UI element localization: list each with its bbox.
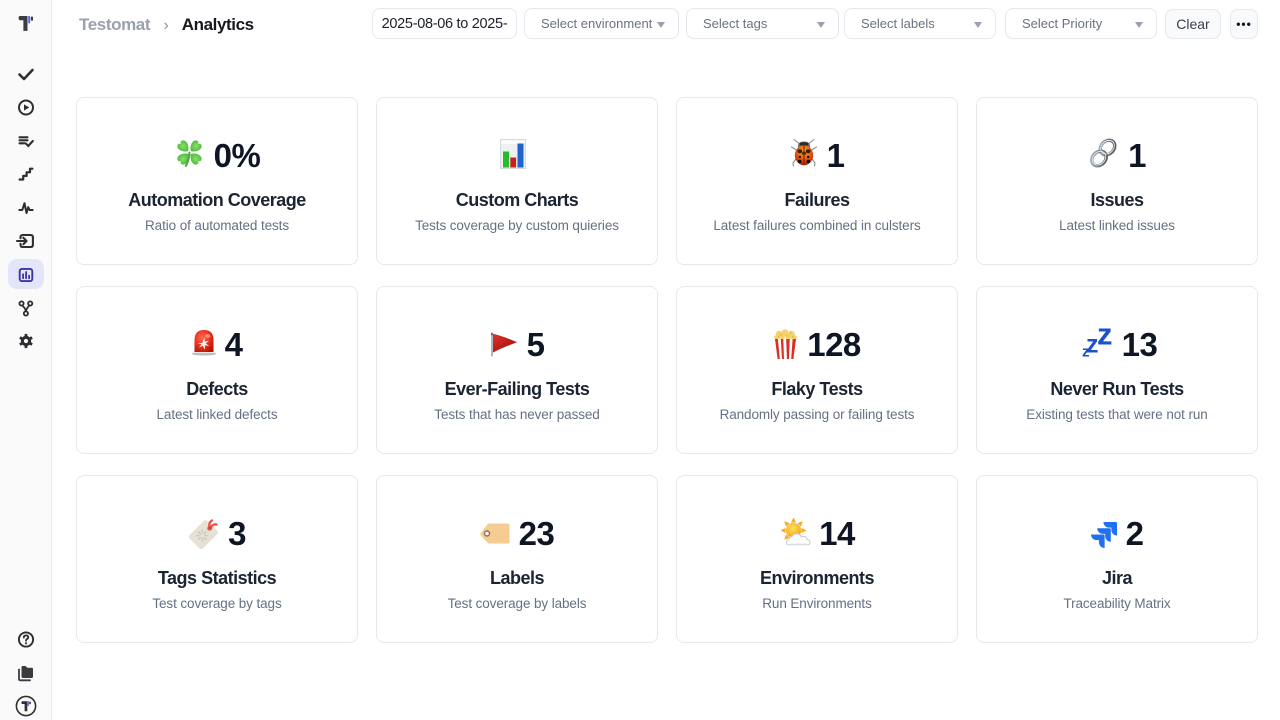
svg-text:z: z — [1082, 343, 1090, 358]
svg-text:z: z — [1086, 330, 1099, 358]
svg-text:z: z — [1097, 327, 1113, 352]
